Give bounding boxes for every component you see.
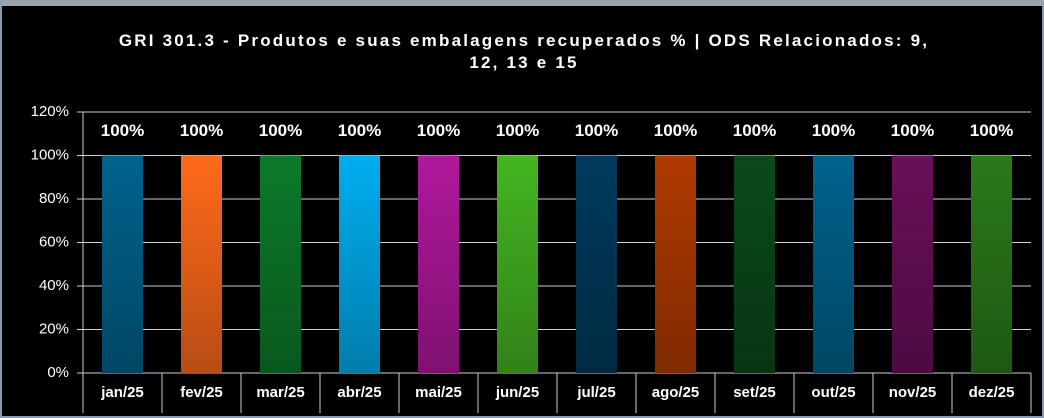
bar [892,155,933,373]
bar [102,155,143,373]
y-tick-label: 0% [47,364,69,381]
x-tick-label: jun/25 [495,384,539,401]
bar [576,155,617,373]
y-tick-label: 20% [39,320,69,337]
data-label: 100% [575,121,618,140]
data-label: 100% [338,121,381,140]
x-tick-label: out/25 [811,384,855,401]
x-tick-label: mar/25 [256,384,304,401]
data-label: 100% [496,121,539,140]
data-label: 100% [733,121,776,140]
data-label: 100% [970,121,1013,140]
bar [260,155,301,373]
x-tick-label: nov/25 [889,384,937,401]
bar [418,155,459,373]
chart-title: GRI 301.3 - Produtos e suas embalagens r… [118,31,930,72]
y-tick-label: 80% [39,190,69,207]
x-tick-label: mai/25 [415,384,462,401]
bar [813,155,854,373]
x-tick-label: abr/25 [337,384,381,401]
x-tick-label: jul/25 [576,384,615,401]
data-label: 100% [180,121,223,140]
y-tick-label: 100% [31,146,69,163]
bar [339,155,380,373]
bar [971,155,1012,373]
bar [655,155,696,373]
bar [497,155,538,373]
y-tick-label: 120% [31,103,69,120]
x-tick-label: jan/25 [100,384,144,401]
data-label: 100% [812,121,855,140]
data-label: 100% [891,121,934,140]
y-tick-label: 40% [39,277,69,294]
x-tick-label: fev/25 [180,384,223,401]
data-label: 100% [259,121,302,140]
x-tick-label: ago/25 [652,384,700,401]
data-label: 100% [101,121,144,140]
data-label: 100% [654,121,697,140]
plot: 0% 20% 40% 60% 80% 100% 120% jan/25 100% fev/25 10… [31,103,1032,413]
x-tick-label: set/25 [733,384,776,401]
x-tick-label: dez/25 [969,384,1015,401]
data-label: 100% [417,121,460,140]
bar [181,155,222,373]
y-tick-label: 60% [39,233,69,250]
bar [734,155,775,373]
